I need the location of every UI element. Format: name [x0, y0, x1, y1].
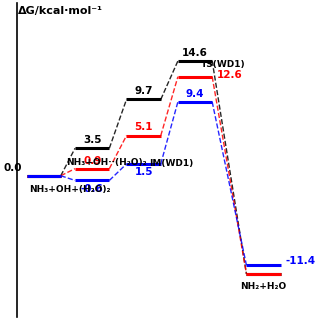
Text: 1.5: 1.5: [134, 167, 153, 177]
Text: NH₃+OH+(H₂O)₂: NH₃+OH+(H₂O)₂: [29, 185, 111, 194]
Text: 0.0: 0.0: [4, 164, 22, 173]
Text: IM(WD1): IM(WD1): [149, 159, 194, 168]
Text: -11.4: -11.4: [285, 256, 315, 267]
Text: 5.1: 5.1: [134, 123, 153, 132]
Text: TS(WD1): TS(WD1): [201, 60, 245, 69]
Text: 9.7: 9.7: [134, 86, 153, 96]
Text: 0.9: 0.9: [83, 156, 101, 165]
Text: ΔG/kcal·mol⁻¹: ΔG/kcal·mol⁻¹: [18, 6, 103, 16]
Text: 9.4: 9.4: [186, 89, 204, 99]
Text: 12.6: 12.6: [216, 70, 242, 80]
Text: NH₃+OH··(H₂O)₂: NH₃+OH··(H₂O)₂: [67, 158, 147, 167]
Text: 3.5: 3.5: [83, 135, 101, 145]
Text: NH₂+H₂O: NH₂+H₂O: [240, 282, 287, 291]
Text: 14.6: 14.6: [182, 48, 208, 58]
Text: -0.6: -0.6: [81, 184, 104, 194]
